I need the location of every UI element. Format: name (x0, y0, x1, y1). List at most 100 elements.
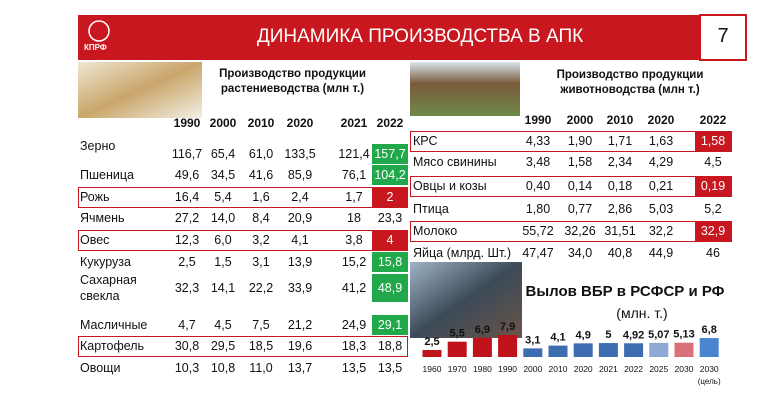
cell: 44,9 (648, 246, 674, 260)
cell: 18,3 (341, 339, 367, 353)
cell: 24,9 (341, 318, 367, 332)
column-header: 2020 (286, 116, 314, 130)
cell: 40,8 (607, 246, 633, 260)
cell: 0,19 (700, 179, 726, 193)
cell: 29,1 (377, 318, 403, 332)
cell: 1,58 (567, 155, 593, 169)
row-label: КРС (413, 134, 438, 148)
cell: 157,7 (374, 147, 406, 161)
cell: 4,5 (214, 318, 232, 332)
row-label: Сахарная свекла (80, 273, 137, 303)
cell: 6,0 (214, 233, 232, 247)
logo-emblem (88, 20, 110, 42)
cell: 55,72 (522, 224, 554, 238)
page-number: 7 (717, 25, 729, 47)
header-title: ДИНАМИКА ПРОИЗВОДСТВА В АПК (256, 26, 584, 47)
highlight-cell (695, 221, 731, 241)
cell: 5,4 (214, 190, 232, 204)
row-label: Рожь (80, 190, 110, 204)
cell: 133,5 (284, 147, 316, 161)
value-label: 5 (605, 329, 611, 341)
value-label: 7,9 (500, 321, 515, 333)
column-header: 2010 (247, 116, 275, 130)
cell: 85,9 (287, 168, 313, 182)
x-tick-label: 1960 (423, 364, 442, 374)
highlight-cell (695, 176, 731, 196)
bar (422, 350, 442, 357)
x-tick-label: 2000 (523, 364, 542, 374)
ship-image (410, 262, 522, 338)
row-label: Пшеница (80, 168, 134, 182)
cell: 65,4 (210, 147, 236, 161)
highlight-cell (372, 165, 408, 185)
row-label: Зерно (80, 139, 116, 153)
row-label: Кукуруза (80, 255, 131, 269)
cell: 32,9 (700, 224, 726, 238)
cell: 1,6 (252, 190, 270, 204)
row-label: Птица (413, 202, 449, 216)
cell: 11,0 (249, 361, 273, 375)
cell: 31,51 (604, 224, 636, 238)
cell: 34,0 (567, 246, 593, 260)
cell: 16,4 (174, 190, 200, 204)
bar (674, 342, 694, 357)
category-note: (цель) (698, 377, 721, 386)
cell: 13,5 (341, 361, 367, 375)
column-header: 2021 (340, 116, 368, 130)
x-tick-label: 2030 (675, 364, 694, 374)
cell: 13,9 (287, 255, 313, 269)
cell: 61,0 (248, 147, 274, 161)
x-tick-label: 1970 (448, 364, 467, 374)
highlight-cell (372, 230, 408, 250)
chart-subtitle: (млн. т.) (616, 305, 667, 321)
cell: 2,4 (291, 190, 309, 204)
value-label: 5,13 (673, 329, 694, 341)
cell: 3,2 (252, 233, 270, 247)
cell: 4,33 (525, 134, 551, 148)
row-label: Овцы и козы (413, 179, 487, 193)
cell: 15,2 (341, 255, 367, 269)
cell: 32,2 (648, 224, 674, 238)
cell: 19,6 (287, 339, 313, 353)
bar (624, 343, 644, 357)
row-box (410, 176, 732, 197)
cell: 13,5 (377, 361, 403, 375)
cell: 0,21 (648, 179, 674, 193)
bar (548, 345, 568, 357)
cell: 121,4 (338, 147, 370, 161)
row-label: Картофель (80, 339, 145, 353)
cell: 27,2 (174, 211, 200, 225)
row-label: Масличные (80, 318, 148, 332)
bar (598, 343, 618, 357)
x-tick-label: 2020 (574, 364, 593, 374)
cell: 76,1 (341, 168, 367, 182)
row-box (410, 131, 732, 152)
cell: 3,48 (525, 155, 551, 169)
bar (447, 341, 467, 357)
cell: 0,14 (567, 179, 593, 193)
row-box (78, 336, 408, 357)
cell: 23,3 (377, 211, 403, 225)
cell: 8,4 (252, 211, 270, 225)
cows-image (410, 62, 520, 116)
cell: 14,0 (210, 211, 236, 225)
x-tick-label: 2022 (624, 364, 643, 374)
column-header: 2000 (209, 116, 237, 130)
bar (498, 335, 518, 357)
cell: 104,2 (374, 168, 406, 182)
row-label: Яйца (млрд. Шт.) (413, 246, 511, 260)
highlight-cell (695, 131, 731, 151)
cell: 33,9 (287, 281, 313, 295)
value-label: 3,1 (525, 334, 540, 346)
column-header: 2000 (566, 113, 594, 127)
cell: 4,29 (648, 155, 674, 169)
cell: 21,2 (287, 318, 313, 332)
x-tick-label: 2021 (599, 364, 618, 374)
cell: 1,80 (525, 202, 551, 216)
x-tick-label: 1990 (498, 364, 517, 374)
cell: 0,18 (607, 179, 633, 193)
cell: 2 (386, 190, 394, 204)
column-header: 2022 (699, 113, 727, 127)
